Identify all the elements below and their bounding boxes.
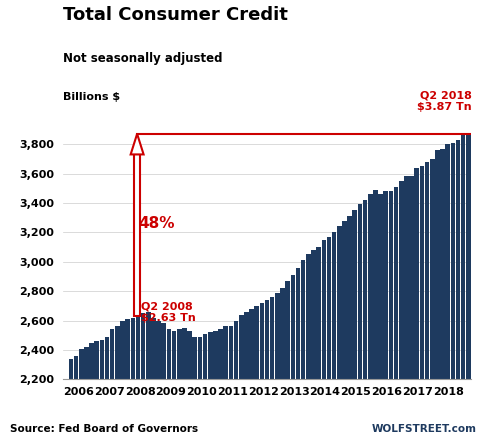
- Polygon shape: [131, 134, 143, 154]
- Bar: [110, 329, 115, 436]
- Bar: [295, 268, 300, 436]
- Text: WOLFSTREET.com: WOLFSTREET.com: [371, 424, 476, 434]
- Bar: [430, 159, 434, 436]
- Bar: [342, 221, 347, 436]
- Bar: [224, 327, 228, 436]
- Bar: [440, 149, 445, 436]
- Bar: [419, 166, 424, 436]
- Bar: [104, 337, 109, 436]
- Bar: [100, 340, 104, 436]
- Bar: [373, 190, 378, 436]
- Bar: [136, 315, 140, 436]
- Bar: [383, 191, 388, 436]
- Bar: [187, 331, 192, 436]
- Bar: [337, 226, 342, 436]
- Bar: [456, 140, 460, 436]
- Bar: [213, 331, 218, 436]
- Bar: [89, 343, 94, 436]
- Bar: [161, 324, 166, 436]
- Bar: [125, 319, 130, 436]
- Bar: [167, 329, 171, 436]
- Bar: [285, 281, 290, 436]
- Bar: [228, 327, 233, 436]
- Bar: [79, 349, 84, 436]
- Bar: [358, 204, 362, 436]
- Bar: [134, 154, 140, 316]
- Bar: [120, 320, 125, 436]
- Bar: [208, 332, 212, 436]
- Bar: [244, 312, 249, 436]
- Bar: [172, 331, 176, 436]
- Bar: [332, 232, 336, 436]
- Bar: [265, 300, 269, 436]
- Bar: [260, 303, 264, 436]
- Bar: [270, 297, 275, 436]
- Bar: [394, 187, 399, 436]
- Text: Q2 2008
$2.63 Tn: Q2 2008 $2.63 Tn: [141, 301, 195, 323]
- Bar: [146, 312, 151, 436]
- Bar: [156, 320, 161, 436]
- Bar: [275, 293, 279, 436]
- Bar: [203, 334, 208, 436]
- Text: Source: Fed Board of Governors: Source: Fed Board of Governors: [10, 424, 198, 434]
- Bar: [239, 315, 243, 436]
- Bar: [378, 194, 383, 436]
- Bar: [451, 143, 455, 436]
- Bar: [311, 250, 316, 436]
- Bar: [69, 359, 73, 436]
- Bar: [218, 329, 223, 436]
- Bar: [234, 320, 238, 436]
- Bar: [466, 134, 470, 436]
- Bar: [461, 135, 466, 436]
- Text: 48%: 48%: [138, 216, 174, 231]
- Text: Billions $: Billions $: [63, 92, 121, 102]
- Bar: [327, 237, 331, 436]
- Bar: [316, 247, 321, 436]
- Bar: [182, 328, 187, 436]
- Bar: [74, 356, 78, 436]
- Bar: [151, 317, 156, 436]
- Bar: [435, 150, 440, 436]
- Bar: [347, 216, 352, 436]
- Bar: [415, 168, 419, 436]
- Bar: [291, 275, 295, 436]
- Bar: [84, 347, 88, 436]
- Text: Q2 2018
$3.87 Tn: Q2 2018 $3.87 Tn: [417, 90, 471, 112]
- Bar: [352, 210, 357, 436]
- Bar: [368, 194, 373, 436]
- Text: Not seasonally adjusted: Not seasonally adjusted: [63, 52, 223, 65]
- Bar: [389, 191, 393, 436]
- Bar: [399, 181, 403, 436]
- Bar: [425, 162, 429, 436]
- Bar: [177, 329, 182, 436]
- Bar: [445, 144, 450, 436]
- Bar: [322, 240, 326, 436]
- Bar: [301, 260, 306, 436]
- Bar: [404, 177, 409, 436]
- Text: Total Consumer Credit: Total Consumer Credit: [63, 7, 288, 24]
- Bar: [409, 177, 414, 436]
- Bar: [141, 313, 145, 436]
- Bar: [280, 288, 285, 436]
- Bar: [249, 309, 254, 436]
- Bar: [363, 200, 367, 436]
- Bar: [131, 317, 135, 436]
- Bar: [198, 337, 202, 436]
- Bar: [306, 254, 311, 436]
- Bar: [115, 327, 120, 436]
- Bar: [94, 341, 99, 436]
- Bar: [254, 306, 259, 436]
- Bar: [192, 337, 197, 436]
